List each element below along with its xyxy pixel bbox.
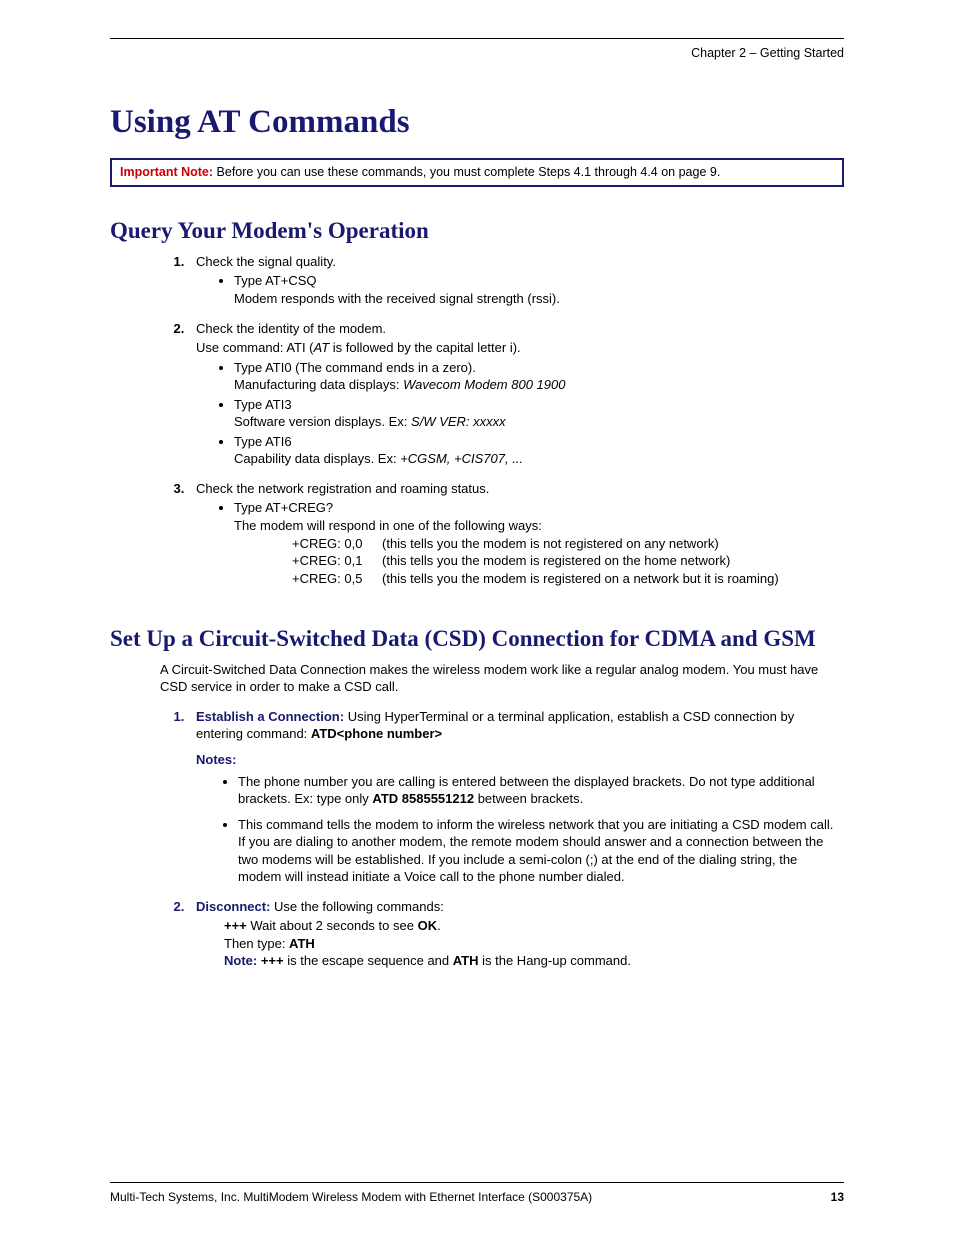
sec2-step-2: Disconnect: Use the following commands: … (188, 898, 844, 970)
step-3-b1: Type AT+CREG? The modem will respond in … (234, 499, 844, 587)
step-1-b1a: Type AT+CSQ (234, 273, 317, 288)
section2-intro: A Circuit-Switched Data Connection makes… (160, 661, 844, 696)
page-title: Using AT Commands (110, 100, 844, 145)
step-1-b1b: Modem responds with the received signal … (234, 291, 560, 306)
note-2: This command tells the modem to inform t… (238, 816, 844, 886)
note-label: Important Note: (120, 165, 213, 179)
disconnect-block: +++ Wait about 2 seconds to see OK. Then… (224, 917, 844, 970)
establish-label: Establish a Connection: (196, 709, 344, 724)
creg-row-5: +CREG: 0,5(this tells you the modem is r… (292, 570, 844, 588)
section2-title: Set Up a Circuit-Switched Data (CSD) Con… (110, 625, 844, 653)
step-2: Check the identity of the modem. Use com… (188, 320, 844, 468)
chapter-header: Chapter 2 – Getting Started (110, 39, 844, 62)
notes-label: Notes: (196, 751, 844, 769)
page-number: 13 (831, 1189, 844, 1205)
step-1: Check the signal quality. Type AT+CSQ Mo… (188, 253, 844, 308)
step-2-subline: Use command: ATI (AT is followed by the … (196, 339, 844, 357)
step-1-bullet: Type AT+CSQ Modem responds with the rece… (234, 272, 844, 307)
sec2-step-1: Establish a Connection: Using HyperTermi… (188, 708, 844, 886)
step-2-lead: Check the identity of the modem. (196, 321, 386, 336)
step-2-b2: Type ATI3 Software version displays. Ex:… (234, 396, 844, 431)
note-1: The phone number you are calling is ente… (238, 773, 844, 808)
creg-row-1: +CREG: 0,1(this tells you the modem is r… (292, 552, 844, 570)
disconnect-label: Disconnect: (196, 899, 270, 914)
step-2-b3: Type ATI6 Capability data displays. Ex: … (234, 433, 844, 468)
footer-rule (110, 1182, 844, 1183)
footer-text: Multi-Tech Systems, Inc. MultiModem Wire… (110, 1189, 592, 1205)
section2-body: Establish a Connection: Using HyperTermi… (160, 708, 844, 970)
section1-body: Check the signal quality. Type AT+CSQ Mo… (160, 253, 844, 587)
step-2-b1: Type ATI0 (The command ends in a zero). … (234, 359, 844, 394)
important-note-box: Important Note: Before you can use these… (110, 158, 844, 187)
page: Chapter 2 – Getting Started Using AT Com… (0, 0, 954, 1235)
step-1-lead: Check the signal quality. (196, 254, 336, 269)
note-text: Before you can use these commands, you m… (213, 165, 720, 179)
section1-title: Query Your Modem's Operation (110, 217, 844, 245)
step-3: Check the network registration and roami… (188, 480, 844, 587)
page-footer: Multi-Tech Systems, Inc. MultiModem Wire… (110, 1182, 844, 1205)
creg-row-0: +CREG: 0,0(this tells you the modem is n… (292, 535, 844, 553)
step-3-lead: Check the network registration and roami… (196, 481, 489, 496)
